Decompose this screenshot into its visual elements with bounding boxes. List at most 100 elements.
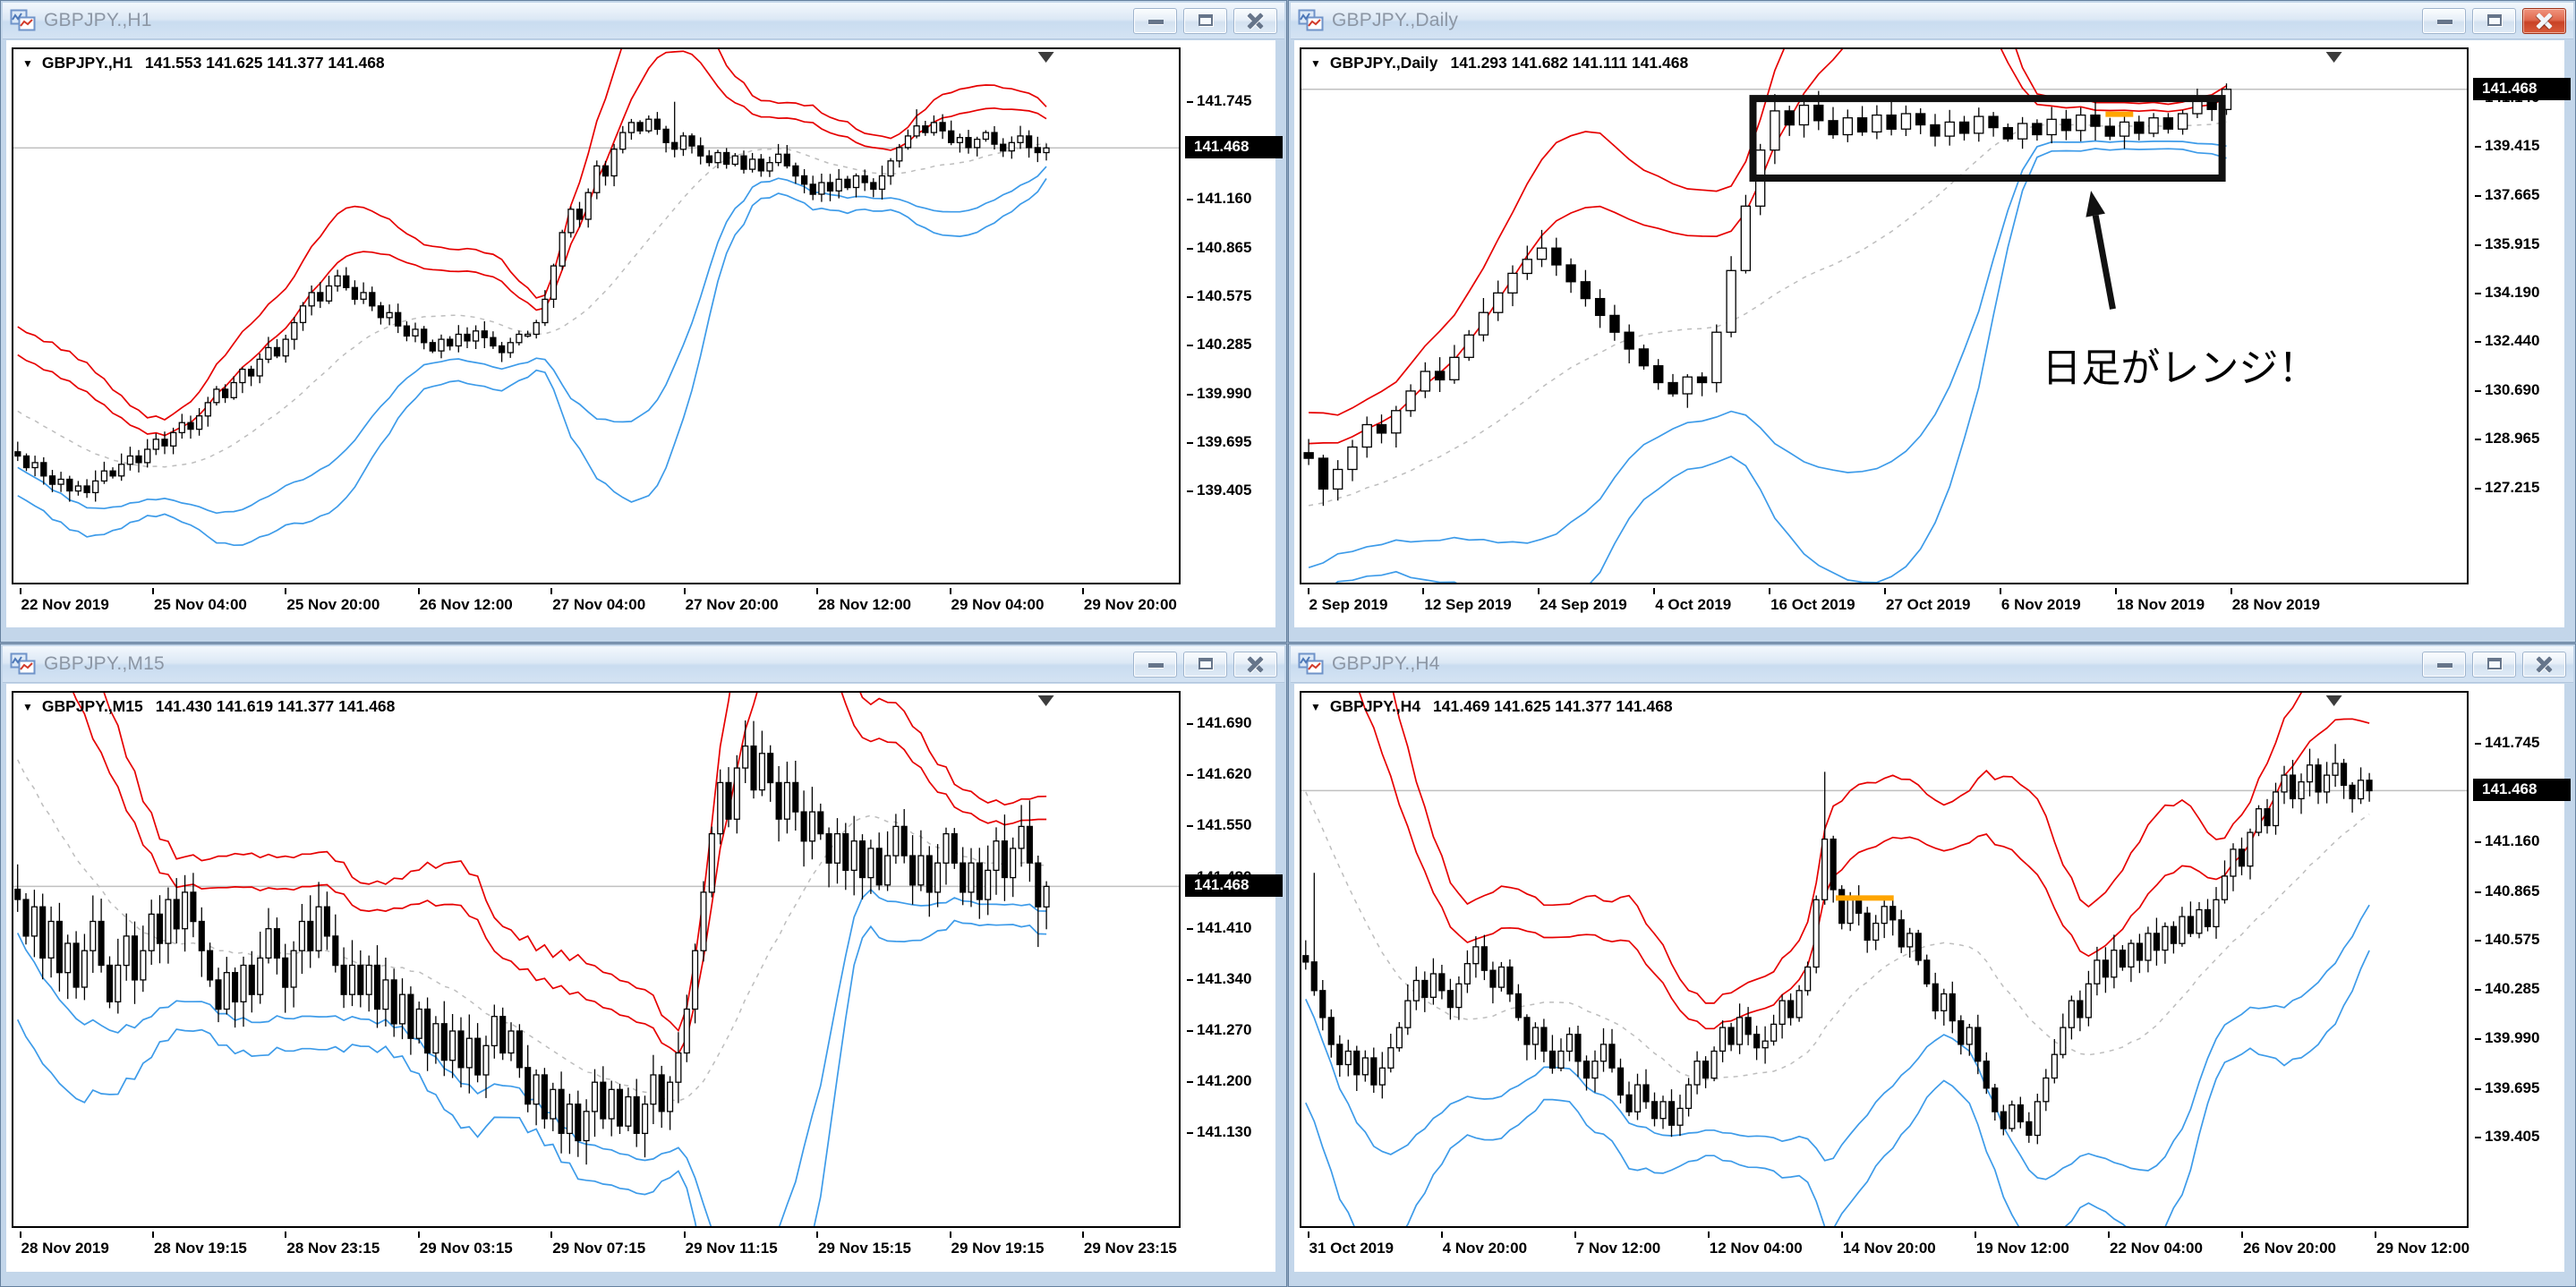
window-title: GBPJPY.,Daily	[1332, 10, 1459, 30]
time-tick-mark	[1081, 588, 1084, 594]
time-tick-mark	[2375, 1232, 2377, 1238]
minimize-icon	[2436, 20, 2452, 24]
chart-window-h1: GBPJPY.,H1 ▼ GBPJPY.,H1 141.553 141.625 …	[0, 0, 1287, 643]
chart-icon	[1298, 652, 1324, 675]
time-axis[interactable]: 28 Nov 2019 28 Nov 19:15 28 Nov 23:15 29 No…	[12, 1232, 1181, 1258]
chart-plot-area[interactable]: ▼ GBPJPY.,Daily 141.293 141.682 141.111 …	[1300, 47, 2469, 584]
time-tick-mark	[949, 588, 951, 594]
time-tick-label: 24 Sep 2019	[1540, 596, 1627, 613]
chart-plot-area[interactable]: ▼ GBPJPY.,H4 141.469 141.625 141.377 141…	[1300, 691, 2469, 1228]
close-button[interactable]	[2522, 651, 2566, 678]
time-tick-label: 27 Nov 20:00	[685, 596, 779, 613]
arrow-annotation[interactable]	[2092, 214, 2116, 310]
restore-icon	[1198, 14, 1213, 26]
window-titlebar[interactable]: GBPJPY.,Daily	[1291, 3, 2573, 39]
time-tick-mark	[1999, 588, 2001, 594]
window-titlebar[interactable]: GBPJPY.,H4	[1291, 646, 2573, 683]
time-tick-label: 18 Nov 2019	[2116, 596, 2205, 613]
chevron-down-icon[interactable]: ▼	[22, 700, 33, 713]
time-tick-label: 16 Oct 2019	[1770, 596, 1855, 613]
minimize-button[interactable]	[2422, 7, 2466, 34]
time-axis[interactable]: 2 Sep 2019 12 Sep 2019 24 Sep 2019 4 Oct 20…	[1300, 588, 2469, 615]
time-tick-label: 28 Nov 23:15	[286, 1240, 380, 1257]
price-tick-label: 130.690	[2474, 381, 2540, 399]
price-tick-label: 139.695	[2474, 1078, 2540, 1096]
restore-button[interactable]	[1183, 651, 1227, 678]
price-tick-label: 140.865	[1186, 238, 1252, 256]
current-price-tag: 141.468	[2473, 77, 2571, 100]
price-tick-label: 141.550	[1186, 816, 1252, 834]
price-tick-label: 134.190	[2474, 283, 2540, 301]
price-tick-label: 140.575	[2474, 931, 2540, 949]
price-tick-label: 141.620	[1186, 765, 1252, 783]
time-axis[interactable]: 22 Nov 2019 25 Nov 04:00 25 Nov 20:00 26 No…	[12, 588, 1181, 615]
price-axis[interactable]: 141.745 141.160 140.865 140.575 140.285 139.9…	[1182, 49, 1288, 583]
chart-plot-area[interactable]: ▼ GBPJPY.,H1 141.553 141.625 141.377 141…	[12, 47, 1181, 584]
chart-shift-marker-icon[interactable]	[1037, 52, 1054, 63]
time-tick-mark	[151, 588, 154, 594]
chart-symbol: GBPJPY.,M15	[41, 697, 143, 715]
time-tick-mark	[2114, 588, 2117, 594]
restore-button[interactable]	[2472, 651, 2516, 678]
price-axis[interactable]: 141.140139.415137.665135.915134.190132.4…	[2470, 49, 2576, 583]
chart-shift-marker-icon[interactable]	[2325, 52, 2342, 63]
time-tick-mark	[2107, 1232, 2110, 1238]
chart-ohlc: 141.553 141.625 141.377 141.468	[145, 54, 385, 72]
time-tick-mark	[19, 588, 21, 594]
price-tick-label: 139.990	[2474, 1029, 2540, 1047]
time-tick-label: 7 Nov 12:00	[1575, 1240, 1661, 1257]
time-tick-label: 29 Nov 20:00	[1083, 596, 1177, 613]
chart-plot-area[interactable]: ▼ GBPJPY.,M15 141.430 141.619 141.377 14…	[12, 691, 1181, 1228]
time-tick-label: 12 Sep 2019	[1424, 596, 1512, 613]
time-tick-mark	[683, 588, 686, 594]
chart-shift-marker-icon[interactable]	[2325, 695, 2342, 706]
time-tick-mark	[1538, 588, 1540, 594]
time-tick-label: 29 Nov 19:15	[951, 1240, 1045, 1257]
chart-client-area: ▼ GBPJPY.,M15 141.430 141.619 141.377 14…	[6, 684, 1283, 1272]
time-tick-mark	[1422, 588, 1425, 594]
window-titlebar[interactable]: GBPJPY.,H1	[3, 3, 1284, 39]
chart-icon	[10, 652, 36, 675]
price-tick-label: 139.990	[1186, 384, 1252, 402]
price-tick-label: 139.405	[2474, 1128, 2540, 1146]
close-button[interactable]	[1233, 651, 1277, 678]
restore-icon	[1198, 658, 1213, 669]
range-box-annotation[interactable]	[1749, 95, 2226, 182]
time-tick-mark	[1769, 588, 1771, 594]
time-tick-label: 4 Oct 2019	[1655, 596, 1732, 613]
time-tick-label: 29 Nov 12:00	[2376, 1240, 2470, 1257]
time-tick-label: 14 Nov 20:00	[1842, 1240, 1936, 1257]
close-button[interactable]	[1233, 7, 1277, 34]
chart-icon	[10, 9, 36, 31]
restore-button[interactable]	[1183, 7, 1227, 34]
minimize-button[interactable]	[2422, 651, 2466, 678]
time-axis[interactable]: 31 Oct 2019 4 Nov 20:00 7 Nov 12:00 12 Nov …	[1300, 1232, 2469, 1258]
minimize-button[interactable]	[1133, 651, 1177, 678]
chevron-down-icon[interactable]: ▼	[22, 56, 33, 70]
price-axis[interactable]: 141.690141.620141.550141.480141.410141.3…	[1182, 693, 1288, 1226]
time-tick-label: 29 Nov 15:15	[818, 1240, 912, 1257]
time-tick-label: 26 Nov 20:00	[2243, 1240, 2337, 1257]
price-tick-label: 141.410	[1186, 918, 1252, 936]
time-tick-mark	[550, 1232, 553, 1238]
chevron-down-icon[interactable]: ▼	[1310, 700, 1321, 713]
price-axis[interactable]: 141.745 141.160 140.865 140.575 140.285 139.9…	[2470, 693, 2576, 1226]
time-tick-mark	[1440, 1232, 1443, 1238]
minimize-button[interactable]	[1133, 7, 1177, 34]
time-tick-label: 25 Nov 20:00	[286, 596, 380, 613]
time-tick-label: 31 Oct 2019	[1309, 1240, 1395, 1257]
chart-shift-marker-icon[interactable]	[1037, 695, 1054, 706]
restore-button[interactable]	[2472, 7, 2516, 34]
chevron-down-icon[interactable]: ▼	[1310, 56, 1321, 70]
close-button[interactable]	[2522, 7, 2566, 34]
text-annotation[interactable]: 日足がレンジ！	[2042, 345, 2317, 391]
time-tick-mark	[417, 1232, 420, 1238]
chart-window-h4: GBPJPY.,H4 ▼ GBPJPY.,H4 141.469 141.625 …	[1288, 644, 2576, 1287]
time-tick-mark	[1974, 1232, 1976, 1238]
time-tick-label: 27 Nov 04:00	[552, 596, 646, 613]
chart-symbol: GBPJPY.,Daily	[1329, 54, 1438, 72]
price-tick-label: 140.865	[2474, 882, 2540, 899]
window-titlebar[interactable]: GBPJPY.,M15	[3, 646, 1284, 683]
minimize-icon	[1147, 20, 1164, 24]
chart-symbol: GBPJPY.,H1	[41, 54, 133, 72]
